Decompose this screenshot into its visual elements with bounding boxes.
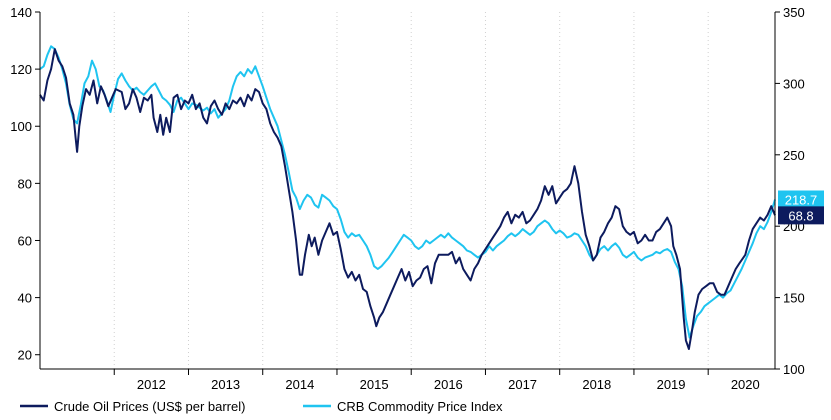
x-tick-label-2015: 2015 bbox=[360, 377, 389, 392]
end-label-oil: 68.8 bbox=[778, 206, 824, 225]
x-tick-label-2019: 2019 bbox=[657, 377, 686, 392]
y-left-tick-label-80: 80 bbox=[18, 176, 32, 191]
y-right-tick-label-150: 150 bbox=[783, 291, 805, 306]
vertical-gridlines bbox=[113, 12, 709, 369]
legend-label-oil: Crude Oil Prices (US$ per barrel) bbox=[54, 399, 245, 414]
x-tick-label-2012: 2012 bbox=[137, 377, 166, 392]
y-right-tick-label-300: 300 bbox=[783, 76, 805, 91]
y-right-tick-label-350: 350 bbox=[783, 5, 805, 20]
x-tick-label-2016: 2016 bbox=[434, 377, 463, 392]
end-label-crb-box bbox=[778, 190, 824, 209]
axes: 2012 2013 2014 2015 2016 2017 2018 2019 20202040… bbox=[10, 5, 804, 392]
legend: Crude Oil Prices (US$ per barrel) CRB Co… bbox=[20, 399, 503, 414]
legend-label-crb: CRB Commodity Price Index bbox=[337, 399, 503, 414]
end-label-oil-text: 68.8 bbox=[788, 208, 813, 223]
y-left-tick-label-140: 140 bbox=[10, 5, 32, 20]
y-right-tick-label-100: 100 bbox=[783, 362, 805, 377]
x-tick-label-2017: 2017 bbox=[508, 377, 537, 392]
x-tick-label-2018: 2018 bbox=[582, 377, 611, 392]
series-line-crb-index bbox=[39, 45, 776, 339]
y-left-tick-label-100: 100 bbox=[10, 119, 32, 134]
y-left-tick-label-20: 20 bbox=[18, 348, 32, 363]
x-tick-label-2020: 2020 bbox=[731, 377, 760, 392]
end-labels: 218.768.8 bbox=[778, 190, 824, 225]
y-left-tick-label-40: 40 bbox=[18, 291, 32, 306]
series-line-crude-oil bbox=[39, 48, 776, 350]
end-label-oil-box bbox=[778, 206, 824, 225]
x-tick-label-2013: 2013 bbox=[211, 377, 240, 392]
y-left-tick-label-60: 60 bbox=[18, 233, 32, 248]
y-left-tick-label-120: 120 bbox=[10, 62, 32, 77]
end-label-crb: 218.7 bbox=[778, 190, 824, 209]
x-tick-label-2014: 2014 bbox=[285, 377, 314, 392]
y-right-tick-label-250: 250 bbox=[783, 148, 805, 163]
series-lines bbox=[39, 45, 776, 350]
end-label-crb-text: 218.7 bbox=[785, 192, 818, 207]
